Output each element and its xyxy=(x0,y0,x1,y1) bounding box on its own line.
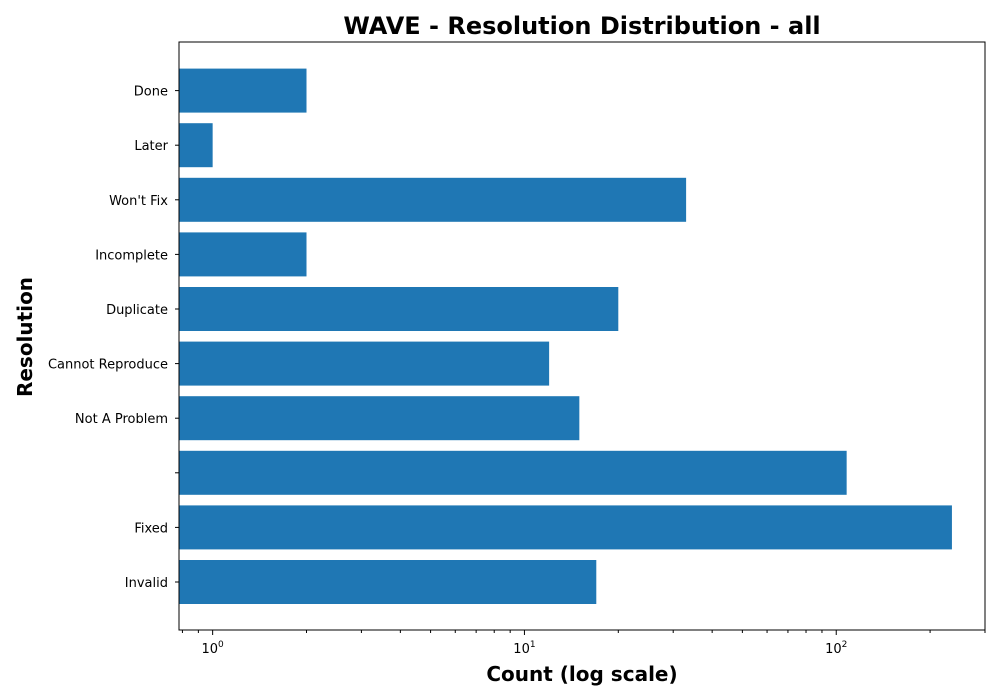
y-tick-label: Later xyxy=(134,139,168,154)
y-tick-label: Duplicate xyxy=(106,303,168,318)
bar xyxy=(179,123,213,168)
bars-group xyxy=(179,68,952,604)
x-tick-label: 102 xyxy=(825,640,847,657)
x-tick-label: 100 xyxy=(202,640,225,657)
bar xyxy=(179,232,307,277)
plot-frame xyxy=(178,41,986,631)
y-tick-label: Not A Problem xyxy=(75,412,168,427)
chart-title: WAVE - Resolution Distribution - all xyxy=(343,12,820,40)
bar xyxy=(179,560,597,604)
bar xyxy=(179,287,619,331)
y-tick-label: Incomplete xyxy=(95,248,168,263)
y-axis-label: Resolution xyxy=(13,277,37,397)
bar xyxy=(179,505,952,550)
x-tick-label: 101 xyxy=(513,640,535,657)
bar xyxy=(179,341,550,386)
bar xyxy=(179,177,687,222)
x-ticks-group: 100 101 102 xyxy=(181,630,986,657)
bar xyxy=(179,396,580,441)
bar xyxy=(179,450,847,495)
y-tick-label: Done xyxy=(134,85,168,100)
y-tick-label: Invalid xyxy=(125,576,168,591)
x-axis-label: Count (log scale) xyxy=(486,662,677,686)
y-ticks-group: Done Later Won't Fix Incomplete Duplicate Can… xyxy=(48,85,179,591)
bar xyxy=(179,68,307,113)
y-tick-label: Fixed xyxy=(134,521,168,536)
y-tick-label: Cannot Reproduce xyxy=(48,358,168,373)
y-tick-label: Won't Fix xyxy=(109,194,168,209)
